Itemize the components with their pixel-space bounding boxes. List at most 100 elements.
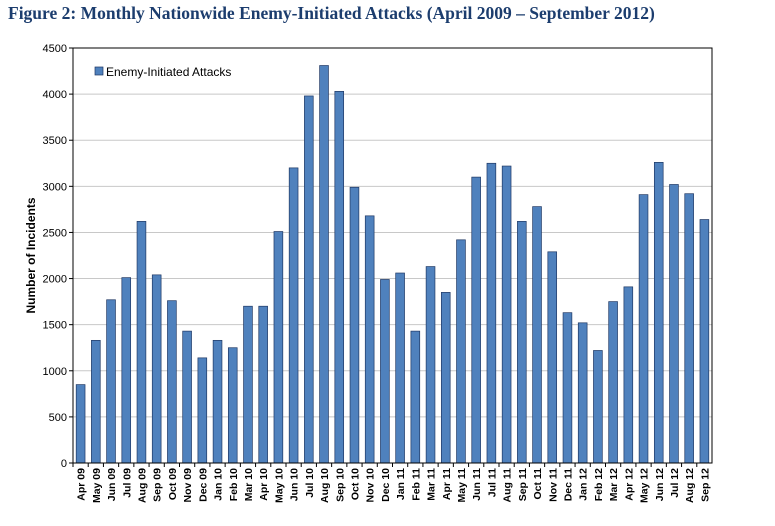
- x-tick-label: Jun 11: [471, 468, 483, 501]
- x-tick-label: Nov 09: [182, 468, 194, 503]
- bar: [425, 266, 436, 464]
- bars: [75, 65, 710, 464]
- bar: [684, 193, 694, 464]
- bar: [532, 206, 542, 464]
- x-tick-label: Dec 09: [197, 468, 209, 502]
- x-tick-label: Apr 11: [441, 468, 453, 500]
- y-tick-label: 3500: [43, 135, 67, 147]
- bar: [380, 279, 390, 464]
- bar: [471, 176, 481, 464]
- bar: [562, 312, 573, 464]
- x-tick-label: Jan 11: [395, 468, 407, 500]
- bar: [699, 219, 710, 464]
- bar: [653, 162, 664, 464]
- bar: [258, 305, 268, 464]
- legend-label: Enemy-Initiated Attacks: [106, 65, 231, 79]
- x-tick-label: Jun 10: [289, 468, 301, 501]
- bar: [121, 277, 132, 464]
- y-tick-label: 3000: [43, 181, 67, 193]
- x-tick-label: Mar 10: [243, 468, 255, 501]
- y-tick-label: 500: [49, 412, 67, 424]
- bar: [212, 339, 223, 464]
- bar: [91, 339, 101, 464]
- gridlines: [73, 93, 712, 418]
- x-tick-label: Aug 12: [684, 468, 696, 503]
- x-tick-label: Jul 09: [121, 468, 133, 498]
- x-tick-label: Jan 12: [578, 468, 590, 501]
- y-tick-label: 4500: [43, 43, 67, 55]
- bar: [243, 305, 253, 464]
- bar: [75, 384, 86, 464]
- x-tick-label: Jun 12: [654, 468, 666, 501]
- bar: [517, 221, 527, 464]
- legend-swatch: [94, 66, 104, 76]
- y-tick-label: 1500: [43, 320, 67, 332]
- bar: [501, 165, 512, 464]
- x-tick-label: Sep 12: [699, 468, 711, 502]
- x-tick-label: Aug 11: [502, 468, 514, 503]
- y-axis-title: Number of Incidents: [24, 197, 38, 313]
- bar: [638, 194, 649, 464]
- bar: [440, 292, 451, 464]
- x-tick-label: Mar 11: [426, 468, 438, 501]
- x-tick-label: Nov 11: [547, 468, 559, 502]
- x-tick-label: Oct 09: [167, 468, 179, 500]
- bar: [106, 299, 116, 464]
- x-tick-label: May 09: [91, 468, 103, 503]
- bar: [334, 90, 345, 464]
- x-tick-label: Dec 10: [380, 468, 392, 502]
- bar: [608, 301, 618, 464]
- bar: [623, 286, 634, 464]
- legend: Enemy-Initiated Attacks: [94, 65, 231, 79]
- x-tick-label: Sep 10: [334, 468, 346, 502]
- x-tick-label: Sep 11: [517, 468, 529, 501]
- x-tick-label: Aug 10: [319, 468, 331, 503]
- bar: [547, 251, 558, 464]
- bar: [577, 322, 588, 464]
- bar: [273, 231, 284, 464]
- x-tick-label: Feb 11: [410, 468, 422, 501]
- x-tick-label: May 12: [639, 468, 651, 503]
- bar: [167, 300, 177, 464]
- bar: [182, 330, 192, 464]
- bar: [197, 357, 208, 464]
- x-tick-label: Jul 11: [486, 468, 498, 497]
- x-tick-label: Jun 09: [106, 468, 118, 501]
- bar: [364, 215, 375, 464]
- x-tick-label: Feb 10: [228, 468, 240, 501]
- bar: [227, 347, 238, 464]
- bar: [669, 184, 679, 464]
- x-tick-label: Jul 12: [669, 468, 681, 498]
- figure-title: Figure 2: Monthly Nationwide Enemy-Initi…: [8, 3, 655, 23]
- x-tick-label: Aug 09: [136, 468, 148, 503]
- y-tick-label: 1000: [43, 366, 67, 378]
- x-tick-label: May 11: [456, 468, 468, 503]
- x-tick-label: Apr 12: [623, 468, 635, 501]
- bar: [288, 167, 299, 464]
- y-tick-label: 2000: [43, 274, 67, 286]
- bar: [136, 221, 147, 464]
- x-tick-label: Apr 09: [76, 468, 88, 501]
- x-axis: Apr 09 May 09 Jun 09 Jul 09 Aug 09 Sep 09 Oct …: [72, 463, 711, 503]
- x-tick-label: Oct 10: [349, 468, 361, 500]
- bar: [319, 65, 329, 464]
- bar: [593, 350, 603, 464]
- x-tick-label: Sep 09: [152, 468, 164, 502]
- x-tick-label: Jul 10: [304, 468, 316, 498]
- y-axis: 0 500 1000 1500 2000 2500 3000 3500 4000 4500: [43, 43, 73, 470]
- x-tick-label: Feb 12: [593, 468, 605, 501]
- x-tick-label: Dec 11: [562, 468, 574, 501]
- bar: [395, 272, 405, 464]
- y-tick-label: 2500: [43, 227, 67, 239]
- bar: [151, 274, 162, 464]
- bar: [304, 95, 314, 464]
- x-tick-label: May 10: [273, 468, 285, 503]
- bar: [410, 330, 421, 464]
- y-tick-label: 4000: [43, 89, 67, 101]
- x-tick-label: Mar 12: [608, 468, 620, 501]
- x-tick-label: Oct 11: [532, 468, 544, 500]
- y-tick-label: 0: [61, 458, 67, 470]
- x-tick-label: Nov 10: [365, 468, 377, 503]
- bar: [456, 239, 466, 464]
